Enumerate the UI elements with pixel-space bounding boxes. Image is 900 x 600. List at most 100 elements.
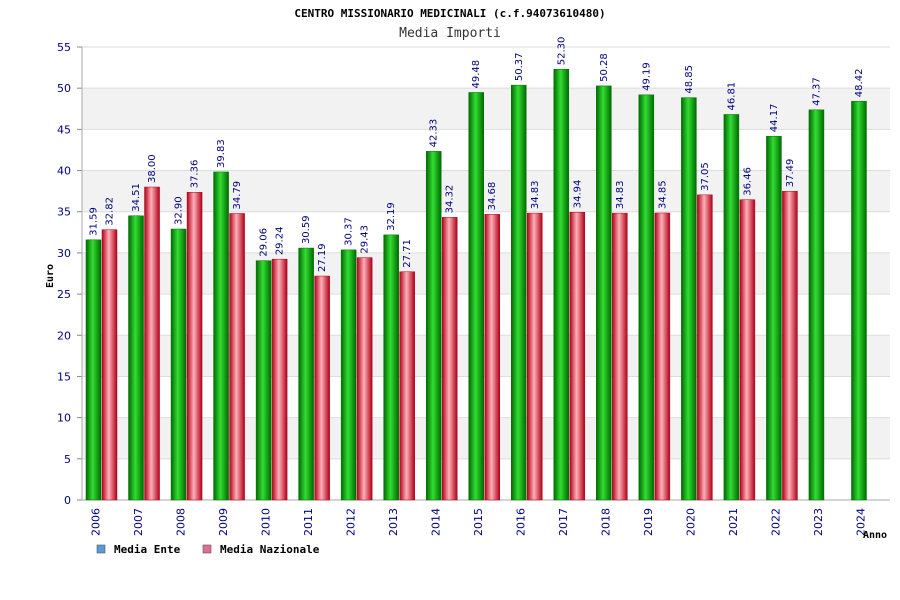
bar-nazionale-2008: [187, 192, 202, 500]
bar-nazionale-2010: [272, 259, 287, 500]
legend-label: Media Nazionale: [220, 543, 320, 556]
legend-swatch: [97, 545, 105, 553]
bar-nazionale-2016: [527, 213, 542, 500]
x-tick-label: 2020: [685, 508, 698, 536]
bar-nazionale-2007: [145, 187, 160, 500]
value-label: 27.19: [317, 243, 328, 272]
bar-ente-2021: [724, 114, 739, 500]
x-tick-label: 2016: [515, 508, 528, 536]
value-label: 39.83: [216, 139, 227, 168]
bar-ente-2018: [596, 86, 611, 500]
x-tick-label: 2015: [472, 508, 485, 536]
value-label: 44.17: [769, 104, 780, 133]
x-tick-label: 2013: [387, 508, 400, 536]
bar-nazionale-2015: [485, 214, 500, 500]
x-tick-label: 2023: [812, 508, 825, 536]
y-tick-label: 15: [57, 370, 71, 383]
value-label: 32.90: [174, 196, 185, 225]
y-axis-label: Euro: [45, 264, 56, 288]
y-tick-label: 50: [57, 82, 71, 95]
y-tick-label: 20: [57, 329, 71, 342]
bar-ente-2010: [256, 261, 271, 500]
bar-nazionale-2021: [740, 200, 755, 500]
bar-ente-2006: [86, 240, 101, 500]
value-label: 27.71: [402, 239, 413, 268]
bar-ente-2024: [851, 101, 866, 500]
value-label: 34.85: [657, 180, 668, 209]
value-label: 48.42: [854, 69, 865, 98]
x-axis: 2006 2007 2008 2009 2010 2011 2012 2013 2014 2015…: [89, 508, 867, 536]
bar-nazionale-2020: [697, 195, 712, 500]
y-tick-label: 10: [57, 412, 71, 425]
bar-ente-2013: [384, 235, 399, 500]
value-label: 37.36: [190, 160, 201, 189]
x-tick-label: 2017: [557, 508, 570, 536]
chart-title: CENTRO MISSIONARIO MEDICINALI (c.f.94073…: [294, 7, 605, 20]
value-label: 30.37: [344, 217, 355, 246]
bar-ente-2012: [341, 250, 356, 500]
value-label: 32.19: [386, 202, 397, 231]
value-label: 50.37: [514, 52, 525, 81]
chart-subtitle: Media Importi: [399, 26, 501, 41]
bar-nazionale-2017: [570, 212, 585, 500]
value-label: 34.83: [530, 180, 541, 209]
value-label: 49.19: [641, 62, 652, 91]
bar-ente-2020: [681, 98, 696, 500]
bar-nazionale-2013: [400, 272, 415, 500]
bar-nazionale-2009: [230, 213, 245, 500]
x-axis-label: Anno: [863, 530, 887, 541]
x-tick-label: 2018: [600, 508, 613, 536]
y-tick-label: 45: [57, 123, 71, 136]
legend-swatch: [203, 545, 211, 553]
x-tick-label: 2006: [89, 508, 102, 536]
value-label: 34.79: [232, 181, 243, 210]
x-tick-label: 2011: [302, 508, 315, 536]
y-tick-label: 30: [57, 247, 71, 260]
bar-nazionale-2018: [612, 213, 627, 500]
bar-nazionale-2011: [315, 276, 330, 500]
x-tick-label: 2014: [429, 508, 442, 536]
value-label: 29.43: [360, 225, 371, 254]
chart: CENTRO MISSIONARIO MEDICINALI (c.f.94073…: [0, 0, 900, 600]
bar-ente-2023: [809, 110, 824, 500]
x-tick-label: 2012: [344, 508, 357, 536]
x-tick-label: 2021: [727, 508, 740, 536]
value-label: 38.00: [147, 154, 158, 183]
y-tick-label: 55: [57, 41, 71, 54]
bar-ente-2015: [469, 92, 484, 500]
bar-nazionale-2022: [782, 191, 797, 500]
bar-ente-2008: [171, 229, 186, 500]
value-label: 29.06: [259, 228, 270, 257]
bar-ente-2016: [511, 85, 526, 500]
x-tick-label: 2022: [770, 508, 783, 536]
value-label: 32.82: [105, 197, 116, 226]
bar-ente-2019: [639, 95, 654, 500]
value-label: 42.33: [429, 119, 440, 148]
bar-ente-2014: [426, 151, 441, 500]
x-tick-label: 2019: [642, 508, 655, 536]
bar-ente-2007: [129, 216, 144, 500]
bar-ente-2022: [766, 136, 781, 500]
value-label: 29.24: [275, 227, 286, 256]
bar-ente-2009: [214, 172, 229, 500]
bar-ente-2017: [554, 69, 569, 500]
x-tick-label: 2010: [259, 508, 272, 536]
bar-nazionale-2006: [102, 230, 117, 500]
bar-nazionale-2019: [655, 213, 670, 500]
x-tick-label: 2007: [132, 508, 145, 536]
value-label: 36.46: [742, 167, 753, 196]
legend: Media Ente Media Nazionale: [97, 543, 320, 556]
y-tick-label: 5: [64, 453, 71, 466]
value-label: 34.83: [615, 180, 626, 209]
y-tick-label: 0: [64, 494, 71, 507]
value-label: 34.94: [572, 180, 583, 209]
bar-nazionale-2014: [442, 217, 457, 500]
y-tick-label: 35: [57, 206, 71, 219]
value-label: 47.37: [811, 77, 822, 106]
value-label: 37.05: [700, 162, 711, 191]
value-label: 48.85: [684, 65, 695, 94]
y-tick-label: 25: [57, 288, 71, 301]
value-label: 34.68: [487, 182, 498, 211]
value-label: 52.30: [556, 37, 567, 66]
value-label: 46.81: [726, 82, 737, 111]
